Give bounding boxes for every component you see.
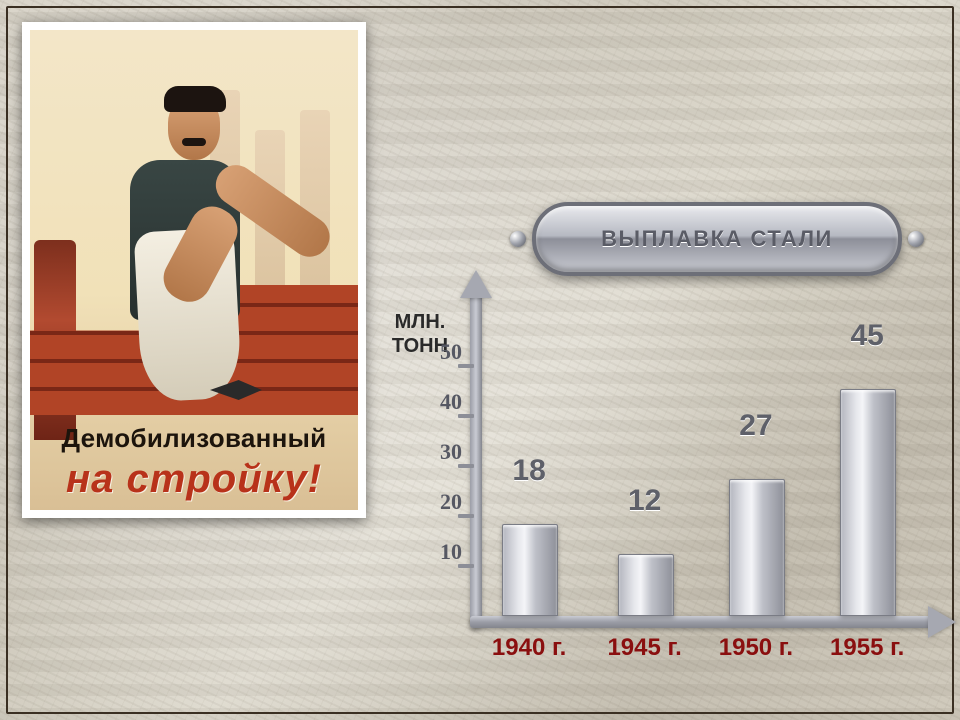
bar-value-label: 45 [851, 319, 884, 353]
y-tick-label: 30 [422, 439, 462, 465]
x-axis-arrow-icon [928, 606, 956, 638]
plaque-body: ВЫПЛАВКА СТАЛИ [532, 202, 902, 276]
slide-root: Демобилизованный на стройку! ВЫПЛАВКА СТ… [0, 0, 960, 720]
y-tick-label: 40 [422, 389, 462, 415]
bar [502, 524, 558, 616]
poster-title-line1: Демобилизованный [30, 423, 358, 454]
x-category-label: 1950 г. [719, 634, 793, 662]
y-axis-arrow-icon [460, 270, 492, 298]
steel-output-chart: МЛН. ТОНН 1020304050 18122745 1940 г.194… [380, 280, 940, 680]
y-tick-label: 20 [422, 489, 462, 515]
x-labels: 1940 г. 1945 г. 1950 г. 1955 г. [482, 634, 910, 666]
y-tick-label: 10 [422, 539, 462, 565]
x-axis [470, 616, 934, 628]
x-category-label: 1945 г. [607, 634, 681, 662]
rivet-right-icon [908, 231, 924, 247]
bar-value-label: 27 [739, 409, 772, 443]
bar-value-label: 12 [628, 484, 661, 518]
bar [618, 554, 674, 616]
bar-value-label: 18 [512, 454, 545, 488]
poster: Демобилизованный на стройку! [22, 22, 366, 518]
rivet-left-icon [510, 231, 526, 247]
bar [729, 479, 785, 616]
y-axis-title-line1: МЛН. [395, 311, 446, 333]
chart-title-plaque: ВЫПЛАВКА СТАЛИ [532, 202, 902, 276]
bar [840, 389, 896, 616]
plot-area: 18 12 27 45 [482, 310, 910, 616]
x-category-label: 1940 г. [492, 634, 566, 662]
plaque-text: ВЫПЛАВКА СТАЛИ [601, 226, 833, 252]
x-category-label: 1955 г. [830, 634, 904, 662]
poster-worker [90, 80, 280, 430]
poster-title-line2: на стройку! [30, 457, 358, 502]
y-axis [470, 290, 482, 628]
y-tick-label: 50 [422, 339, 462, 365]
